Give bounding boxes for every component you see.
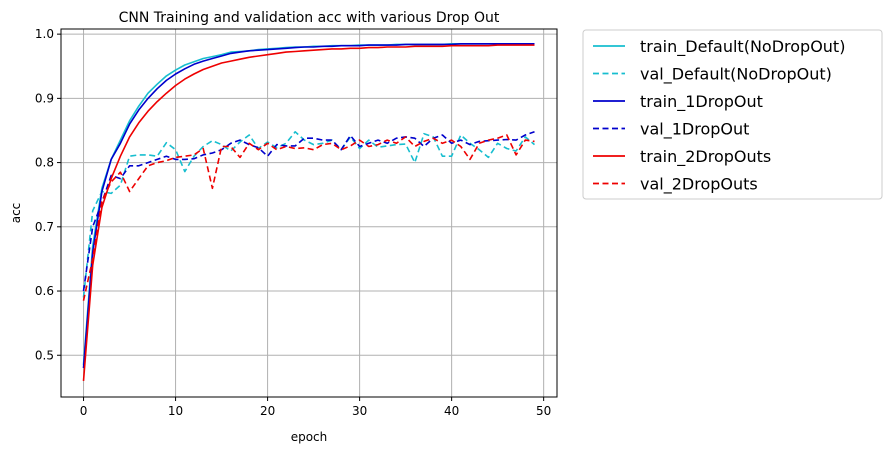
series-line-train_Default(NoDropOut) — [82, 42, 535, 365]
y-tick-label: 0.9 — [35, 91, 54, 105]
x-tick-label: 40 — [444, 404, 459, 418]
series-line-train_2DropOuts — [82, 44, 535, 381]
series-line-val_2DropOuts — [82, 134, 535, 301]
x-tick-label: 30 — [352, 404, 367, 418]
x-tick-label: 10 — [168, 404, 183, 418]
grid — [61, 29, 557, 397]
x-tick-label: 20 — [260, 404, 275, 418]
legend-label: val_Default(NoDropOut) — [640, 65, 832, 85]
y-tick-label: 0.5 — [35, 348, 54, 362]
x-tick-label: 50 — [536, 404, 551, 418]
y-tick-label: 0.8 — [35, 156, 54, 170]
plot-lines — [82, 42, 536, 381]
chart-title: CNN Training and validation acc with var… — [119, 10, 500, 26]
series-line-val_1DropOut — [82, 131, 535, 292]
legend-label: val_2DropOuts — [640, 175, 758, 195]
y-axis-label: acc — [9, 203, 23, 224]
x-tick-label: 0 — [80, 404, 88, 418]
legend-label: train_1DropOut — [640, 92, 763, 112]
series-line-val_Default(NoDropOut) — [82, 131, 536, 298]
y-tick-label: 0.7 — [35, 220, 54, 234]
y-axis-ticks: 0.5 0.6 0.7 0.8 0.9 1.0 — [35, 27, 61, 362]
plot-frame — [60, 28, 558, 398]
legend-label: val_1DropOut — [640, 120, 749, 140]
legend-frame — [582, 29, 883, 200]
x-axis-label: epoch — [291, 430, 328, 444]
series-line-train_1DropOut — [82, 42, 535, 369]
legend-label: train_Default(NoDropOut) — [640, 37, 845, 57]
legend: train_Default(NoDropOut) val_Default(NoDr… — [582, 29, 883, 200]
legend-label: train_2DropOuts — [640, 147, 771, 167]
y-tick-label: 0.6 — [35, 284, 54, 298]
y-tick-label: 1.0 — [35, 27, 54, 41]
x-axis-ticks: 0 10 20 30 40 50 — [80, 397, 551, 418]
